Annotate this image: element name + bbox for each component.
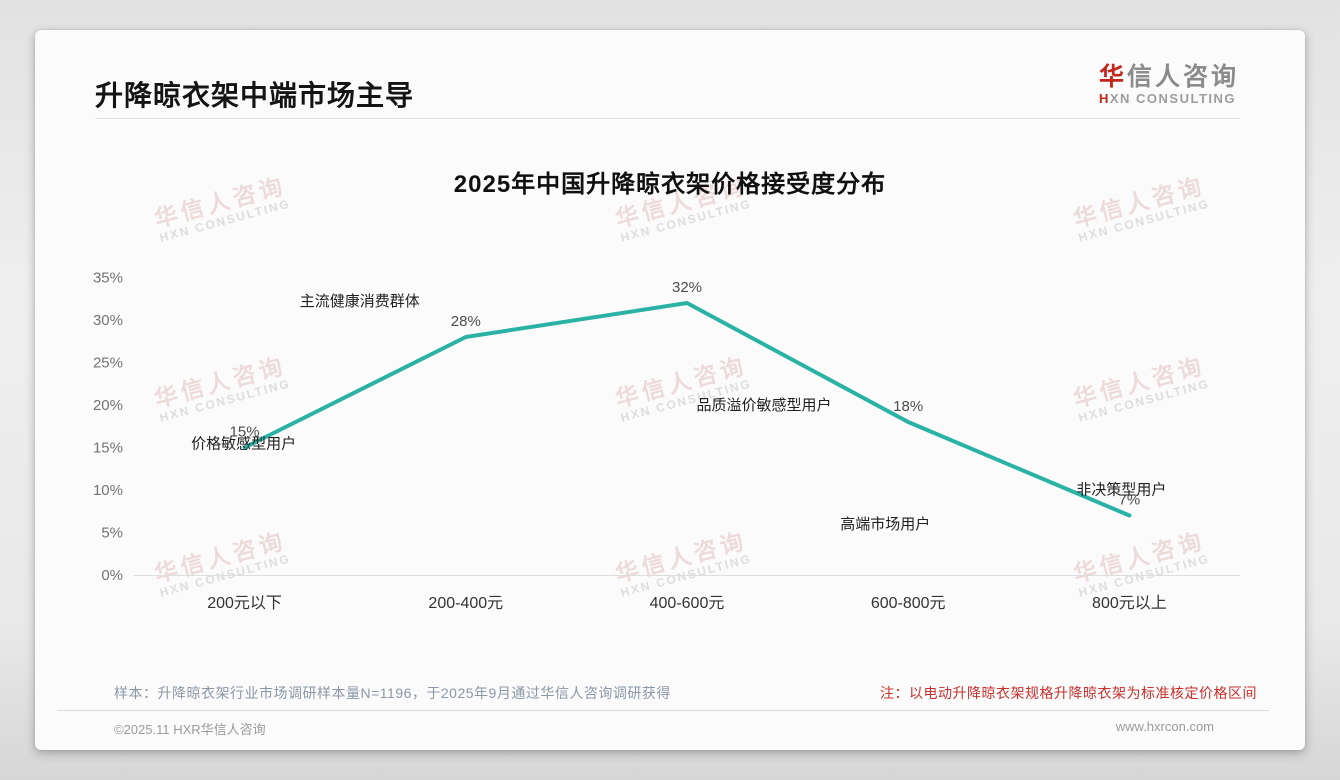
- annotation-label: 高端市场用户: [840, 516, 930, 533]
- footer-divider: [57, 710, 1269, 711]
- logo-en-first: H: [1098, 91, 1110, 106]
- value-label: 7%: [1119, 492, 1141, 509]
- y-tick-label: 25%: [93, 355, 123, 372]
- x-tick-label: 200元以下: [207, 595, 282, 612]
- y-tick-label: 15%: [93, 440, 123, 457]
- logo-cn-rest: 信人咨询: [1126, 63, 1239, 91]
- y-tick-label: 20%: [93, 397, 123, 414]
- header-divider: [95, 118, 1240, 119]
- series-line: [242, 301, 1132, 518]
- value-label: 18%: [893, 398, 923, 415]
- y-tick-label: 0%: [101, 567, 123, 584]
- value-label: 32%: [672, 279, 702, 296]
- price-note: 注：以电动升降晾衣架规格升降晾衣架为标准核定价格区间: [880, 685, 1257, 701]
- x-tick-label: 400-600元: [650, 595, 725, 612]
- company-logo: 华信人咨询 HXN CONSULTING: [1099, 64, 1239, 107]
- y-tick-label: 30%: [93, 312, 123, 329]
- annotation-label: 品质溢价敏感型用户: [696, 397, 831, 414]
- annotation-label: 主流健康消费群体: [300, 293, 420, 310]
- value-label: 15%: [230, 424, 260, 441]
- y-tick-label: 10%: [93, 482, 123, 499]
- website-text: www.hxrcon.com: [1115, 719, 1214, 734]
- x-tick-label: 800元以上: [1092, 594, 1167, 612]
- logo-en-rest: XN CONSULTING: [1109, 91, 1237, 106]
- x-tick-label: 600-800元: [871, 595, 946, 612]
- annotation-label: 非决策型用户: [1076, 482, 1166, 499]
- chart-title: 2025年中国升降晾衣架价格接受度分布: [453, 171, 887, 198]
- copyright-text: ©2025.11 HXR华信人咨询: [114, 722, 266, 737]
- annotation-label: 价格敏感型用户: [191, 436, 296, 453]
- y-tick-label: 35%: [93, 270, 123, 287]
- line-chart: 0% 5% 10% 15% 20% 25% 30% 35% 200元以下 200-400元 400-…: [93, 270, 1240, 612]
- report-card: 华信人咨询 HXN CONSULTING 华信人咨询 HXN CONSULTING 华信…: [35, 30, 1305, 750]
- logo-cn-first: 华: [1098, 63, 1127, 91]
- y-tick-label: 5%: [101, 525, 123, 542]
- x-tick-label: 200-400元: [428, 595, 503, 612]
- logo-cn-text: 华信人咨询: [1099, 64, 1239, 91]
- page-title: 升降晾衣架中端市场主导: [95, 80, 415, 111]
- value-label: 28%: [451, 313, 481, 330]
- logo-en-text: HXN CONSULTING: [1099, 91, 1239, 107]
- sample-note: 样本：升降晾衣架行业市场调研样本量N=1196，于2025年9月通过华信人咨询调…: [114, 685, 671, 701]
